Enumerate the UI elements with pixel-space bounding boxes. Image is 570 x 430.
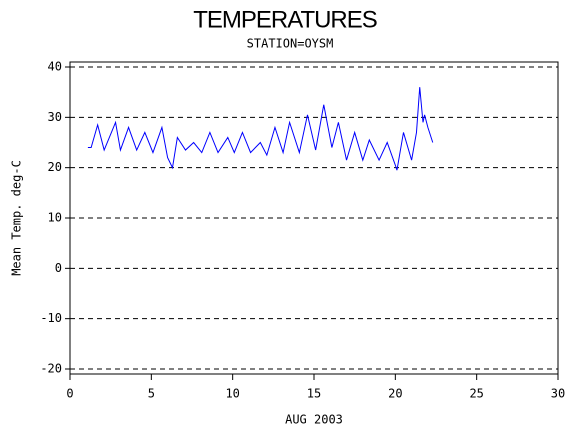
y-tick-label: 30 — [48, 110, 62, 124]
x-tick-label: 15 — [307, 387, 321, 401]
y-tick-label: 10 — [48, 211, 62, 225]
y-tick-label: 20 — [48, 160, 62, 174]
y-axis-label: Mean Temp. deg-C — [10, 160, 24, 276]
x-axis-label: AUG 2003 — [285, 413, 343, 427]
x-tick-label: 5 — [148, 387, 155, 401]
y-tick-label: -10 — [40, 311, 62, 325]
y-tick-label: 0 — [55, 261, 62, 275]
x-tick-label: 0 — [66, 387, 73, 401]
y-tick-label: -20 — [40, 362, 62, 376]
x-tick-label: 20 — [388, 387, 402, 401]
temperature-line — [87, 87, 434, 171]
chart-title: TEMPERATURES — [193, 6, 377, 33]
chart-subtitle: STATION=OYSM — [247, 37, 334, 51]
y-tick-label: 40 — [48, 60, 62, 74]
x-tick-label: 30 — [551, 387, 565, 401]
x-tick-label: 25 — [469, 387, 483, 401]
x-tick-label: 10 — [225, 387, 239, 401]
